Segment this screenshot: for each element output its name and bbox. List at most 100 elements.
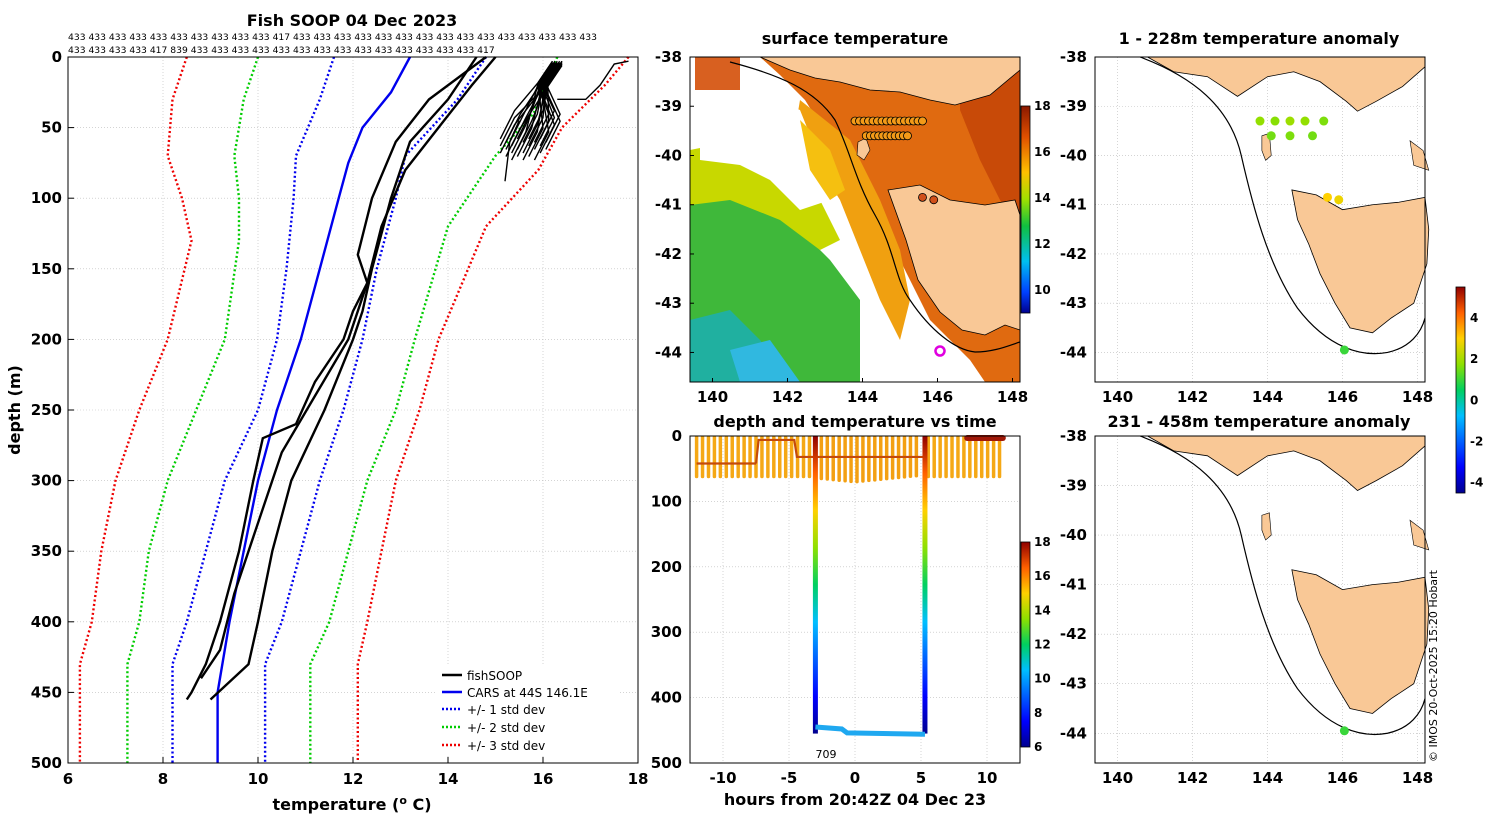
profile-title: Fish SOOP 04 Dec 2023 bbox=[247, 11, 457, 30]
depth-time-track bbox=[754, 438, 924, 464]
surface-map-xtick-label: 142 bbox=[772, 388, 803, 406]
sst-orange-northwest bbox=[695, 57, 740, 90]
depth-time-xlabel: hours from 20:42Z 04 Dec 23 bbox=[724, 790, 986, 809]
profile-ytick-label: 500 bbox=[31, 754, 62, 772]
fishsoop-shallow-cast bbox=[533, 60, 563, 150]
anomaly-point bbox=[1285, 116, 1295, 126]
fishsoop-shallow-cast bbox=[516, 60, 558, 157]
anomaly-ytick-label: -41 bbox=[1060, 576, 1087, 594]
track-point bbox=[903, 131, 912, 141]
profile-panel: Fish SOOP 04 Dec 2023 433 433 433 433 43… bbox=[5, 11, 648, 814]
land-flinders-island bbox=[1409, 140, 1430, 171]
fishsoop-shallow-cast bbox=[516, 62, 556, 140]
anomaly-point bbox=[1319, 116, 1329, 126]
deep-cast-bottom bbox=[815, 724, 926, 737]
anomaly-xtick-label: 140 bbox=[1102, 388, 1133, 406]
depth-time-xtick-label: 0 bbox=[850, 769, 860, 787]
anomaly-axes-box bbox=[1094, 56, 1426, 383]
profile-series--3-sd bbox=[78, 56, 193, 763]
fishsoop-shallow-cast bbox=[522, 63, 558, 143]
surface-map-track bbox=[850, 116, 939, 205]
depth-time-axes-box bbox=[689, 435, 1021, 764]
depth-time-colorbar-label: 14 bbox=[1034, 603, 1051, 617]
profile-fishsoop-cluster bbox=[499, 60, 629, 182]
surface-map-ticks: 140 142 144 146 148 -38 -39 -40 -41 -42 -43 -44 bbox=[655, 48, 1028, 406]
track-point bbox=[918, 192, 927, 202]
anomaly-ytick-label: -42 bbox=[1060, 245, 1087, 263]
land-victoria bbox=[1145, 435, 1426, 491]
legend-label-cars: CARS at 44S 146.1E bbox=[467, 686, 588, 700]
anomaly-ytick-label: -40 bbox=[1060, 146, 1087, 164]
land-tasmania bbox=[1291, 189, 1430, 334]
depth-time-xtick-label: 10 bbox=[977, 769, 998, 787]
anomaly-ytick-label: -42 bbox=[1060, 625, 1087, 643]
depth-time-ytick-label: 100 bbox=[651, 492, 682, 510]
depth-time-grid bbox=[690, 435, 1020, 764]
profile-xlabel: temperature (o C) bbox=[272, 794, 431, 814]
anomaly-ytick-label: -38 bbox=[1060, 48, 1087, 66]
anomaly-ytick-label: -44 bbox=[1060, 343, 1087, 361]
profile-y-ticks: 0 50 100 150 200 250 300 350 400 450 500 bbox=[31, 48, 74, 772]
surface-map-ytick-label: -43 bbox=[655, 294, 682, 312]
profile-ytick-label: 100 bbox=[31, 189, 62, 207]
depth-time-colorbar-label: 18 bbox=[1034, 535, 1051, 549]
sst-colorbar-label: 18 bbox=[1034, 99, 1051, 113]
profile-series--3-sd bbox=[356, 56, 630, 763]
sst-yellow-band-2 bbox=[800, 120, 845, 200]
anomaly-point bbox=[1285, 131, 1295, 141]
sst-white-cloud bbox=[700, 95, 830, 210]
depth-time-panel: depth and temperature vs time -10 -5 0 5 100… bbox=[651, 412, 1051, 809]
anomaly-point bbox=[1334, 195, 1344, 205]
anomaly-point bbox=[1300, 116, 1310, 126]
fishsoop-shallow-cast bbox=[557, 60, 629, 101]
anomaly-deep-panel: 231 - 458m temperature anomaly 140 142 144… bbox=[1060, 412, 1433, 787]
depth-time-xtick-label: -5 bbox=[781, 769, 798, 787]
surface-map-xtick-label: 140 bbox=[697, 388, 728, 406]
anomaly-deep-map: 140 142 144 146 148 -38 -39 -40 -41 -42 -43 -44 bbox=[1060, 427, 1433, 787]
sst-colorbar-ticks: 10 12 14 16 18 bbox=[1034, 99, 1051, 297]
depth-time-colorbar-label: 8 bbox=[1034, 706, 1042, 720]
legend-label-fishsoop: fishSOOP bbox=[467, 669, 522, 683]
surface-map-axes-box bbox=[689, 56, 1021, 383]
surface-map-title: surface temperature bbox=[762, 29, 949, 48]
depth-time-data bbox=[694, 434, 1006, 737]
credit-text: © IMOS 20-Oct-2025 15:20 Hobart bbox=[1427, 569, 1440, 762]
profile-ytick-label: 450 bbox=[31, 683, 62, 701]
anomaly-ytick-label: -40 bbox=[1060, 526, 1087, 544]
anomaly-deep-title: 231 - 458m temperature anomaly bbox=[1108, 412, 1411, 431]
depth-time-title: depth and temperature vs time bbox=[713, 412, 996, 431]
profile-xtick-label: 14 bbox=[438, 770, 459, 788]
profile-xtick-label: 12 bbox=[343, 770, 364, 788]
profile-series-cars-mean bbox=[216, 56, 412, 763]
legend-box bbox=[436, 666, 618, 756]
anomaly-xtick-label: 144 bbox=[1252, 388, 1283, 406]
profile-xtick-label: 6 bbox=[63, 770, 73, 788]
profile-ylabel: depth (m) bbox=[5, 365, 24, 455]
shelf-contour bbox=[1139, 435, 1426, 736]
profile-xtick-label: 8 bbox=[158, 770, 168, 788]
anomaly-colorbar-label: 0 bbox=[1470, 393, 1478, 407]
surface-map-ytick-label: -42 bbox=[655, 245, 682, 263]
legend-label-2sd: +/- 2 std dev bbox=[467, 721, 545, 735]
anomaly-point bbox=[1339, 726, 1349, 736]
anomaly-shallow-panel: 1 - 228m temperature anomaly 140 142 144 14… bbox=[1060, 29, 1433, 406]
profile-legend: fishSOOP CARS at 44S 146.1E +/- 1 std de… bbox=[436, 666, 618, 756]
profile-series--1-sd bbox=[263, 56, 487, 763]
depth-time-annotation: 709 bbox=[816, 748, 837, 761]
legend-label-1sd: +/- 1 std dev bbox=[467, 703, 545, 717]
profile-x-ticks: 6 8 10 12 14 16 18 bbox=[63, 757, 648, 788]
sst-colorbar-label: 12 bbox=[1034, 237, 1051, 251]
depth-time-colorbar-label: 6 bbox=[1034, 740, 1042, 754]
anomaly-ytick-label: -43 bbox=[1060, 294, 1087, 312]
depth-time-ytick-label: 300 bbox=[651, 623, 682, 641]
depth-time-ytick-label: 0 bbox=[672, 427, 682, 445]
land-tasmania bbox=[887, 184, 1020, 336]
depth-time-colorbar-label: 12 bbox=[1034, 638, 1051, 652]
anomaly-colorbar-label: 4 bbox=[1470, 311, 1478, 325]
profile-series--1-sd bbox=[171, 56, 336, 763]
profile-ytick-label: 300 bbox=[31, 472, 62, 490]
profile-series-fishsoop-a bbox=[185, 56, 487, 701]
shelf-contour bbox=[1139, 56, 1426, 355]
anomaly-colorbar bbox=[1455, 286, 1466, 494]
surface-map-field bbox=[690, 57, 1020, 382]
